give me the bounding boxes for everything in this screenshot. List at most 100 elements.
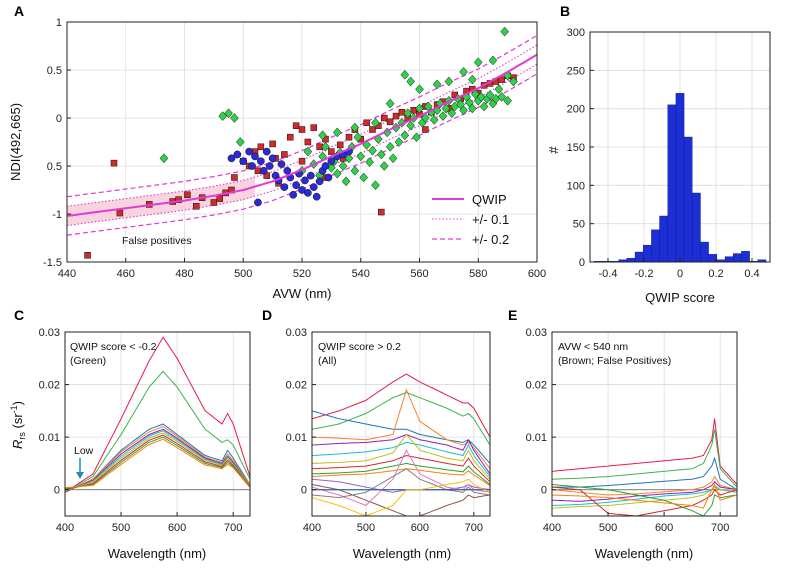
- panel-e: E 400 500 600 700 0 0.01 0.02 0.03 AVW < 540 nm…: [508, 307, 738, 561]
- panel-d-frame: [311, 331, 491, 517]
- false-positives-annotation: False positives: [122, 235, 191, 247]
- legend-0.1-label: +/- 0.1: [472, 212, 509, 227]
- point-green-17: [344, 153, 354, 164]
- point-green-52: [447, 108, 457, 119]
- point-red-66: [298, 157, 306, 165]
- panel-e-annotation-line2: (Brown; False Positives): [558, 355, 671, 367]
- point-green-43: [421, 113, 430, 123]
- point-green-68: [494, 84, 504, 95]
- panel-c-ylabel: Rrs (sr-1): [9, 401, 27, 449]
- point-green-36: [400, 130, 410, 141]
- ylabel-unit-close: ): [10, 401, 25, 405]
- a-xtick-label-1: 460: [117, 268, 135, 280]
- b-xtick-label-3: 0.2: [708, 268, 723, 280]
- point-green-72: [406, 76, 416, 87]
- point-green-76: [473, 57, 483, 68]
- histogram-bar-17: [732, 253, 742, 263]
- d-spectrum-10: [312, 478, 490, 493]
- point-green-77: [488, 55, 498, 66]
- d-ytick-label-3: 0.03: [286, 327, 307, 339]
- c-xtick-label-0: 400: [56, 522, 74, 534]
- point-green-81: [509, 76, 518, 87]
- point-red-7: [193, 203, 200, 210]
- e-xtick-label-0: 400: [543, 522, 561, 534]
- d-spectrum-9: [312, 468, 490, 486]
- point-blue-29: [321, 162, 330, 170]
- point-green-29: [379, 161, 389, 171]
- d-xtick-label-0: 400: [303, 522, 321, 534]
- b-ytick-label-3: 150: [567, 142, 585, 154]
- point-red-26: [298, 126, 306, 133]
- panel-a-xlabel: AVW (nm): [273, 286, 332, 301]
- d-xtick-label-1: 500: [357, 522, 375, 534]
- b-ytick-label-0: 0: [579, 257, 585, 269]
- e-spectrum-9: [552, 483, 737, 509]
- c-ytick-label-0: 0: [54, 485, 60, 497]
- e-xtick-label-2: 600: [655, 522, 673, 534]
- panel-d-annotation-line1: QWIP score > 0.2: [318, 341, 401, 353]
- panel-label-c: C: [14, 307, 24, 323]
- point-blue-25: [309, 183, 318, 191]
- point-green-16: [341, 176, 351, 187]
- point-red-42: [398, 108, 406, 116]
- e-spectrum-3: [552, 475, 737, 496]
- point-green-46: [429, 115, 439, 125]
- point-blue-19: [292, 181, 300, 190]
- a-xtick-label-4: 520: [293, 268, 311, 280]
- point-green-26: [371, 180, 380, 191]
- point-green-78: [500, 26, 510, 37]
- d-spectrum-2: [312, 410, 490, 464]
- d-spectrum-15: [312, 478, 490, 516]
- point-red-24: [287, 133, 294, 141]
- point-red-39: [381, 114, 388, 122]
- point-green-65: [485, 90, 495, 100]
- c-spectrum-6: [65, 432, 250, 492]
- d-spectrum-6: [312, 433, 490, 480]
- point-green-71: [400, 69, 410, 80]
- point-green-15: [338, 161, 348, 171]
- point-green-59: [468, 103, 477, 114]
- d-spectrum-3: [312, 388, 490, 470]
- point-green-28: [376, 149, 386, 160]
- e-spectrum-6: [552, 486, 737, 509]
- ylabel-unit-open: (sr: [10, 413, 25, 432]
- point-green-63: [479, 101, 489, 112]
- histogram-bar-10: [675, 93, 685, 263]
- point-green-20: [353, 132, 363, 143]
- histogram-bar-18: [741, 251, 750, 263]
- point-green-10: [321, 141, 330, 152]
- c-ytick-label-2: 0.02: [39, 380, 60, 392]
- point-green-49: [438, 111, 448, 121]
- panel-c-xlabel: Wavelength (nm): [108, 546, 207, 561]
- point-blue-7: [257, 157, 265, 166]
- point-green-82: [415, 84, 424, 95]
- a-ytick-label-0: -1.5: [43, 257, 62, 269]
- point-red-32: [336, 141, 344, 149]
- panel-label-b: B: [560, 3, 570, 19]
- point-red-40: [386, 118, 394, 126]
- e-xtick-label-3: 700: [711, 522, 729, 534]
- c-spectrum-0: [65, 336, 250, 493]
- d-spectrum-13: [312, 468, 490, 499]
- point-red-6: [184, 191, 191, 199]
- point-red-2: [116, 209, 124, 217]
- d-ytick-label-0: 0: [301, 485, 307, 497]
- a-ytick-label-4: 0.5: [47, 65, 62, 77]
- point-blue-24: [306, 171, 315, 180]
- point-green-19: [350, 165, 360, 176]
- point-blue-0: [227, 154, 236, 163]
- c-xtick-label-2: 600: [168, 522, 186, 534]
- panel-b-xlabel: QWIP score: [645, 290, 715, 305]
- a-ytick-label-5: 1: [56, 17, 62, 29]
- c-spectrum-8: [65, 436, 250, 490]
- a-xtick-label-6: 560: [410, 268, 428, 280]
- legend-qwip-label: QWIP: [472, 192, 507, 207]
- point-blue-14: [277, 160, 286, 168]
- a-ytick-label-3: 0: [56, 113, 62, 125]
- point-blue-4: [248, 162, 256, 170]
- point-green-87: [318, 130, 327, 141]
- c-spectrum-1: [65, 370, 250, 493]
- low-arrowhead-icon: [76, 472, 84, 479]
- qwip-band-fill: [67, 176, 255, 226]
- point-blue-8: [259, 166, 268, 175]
